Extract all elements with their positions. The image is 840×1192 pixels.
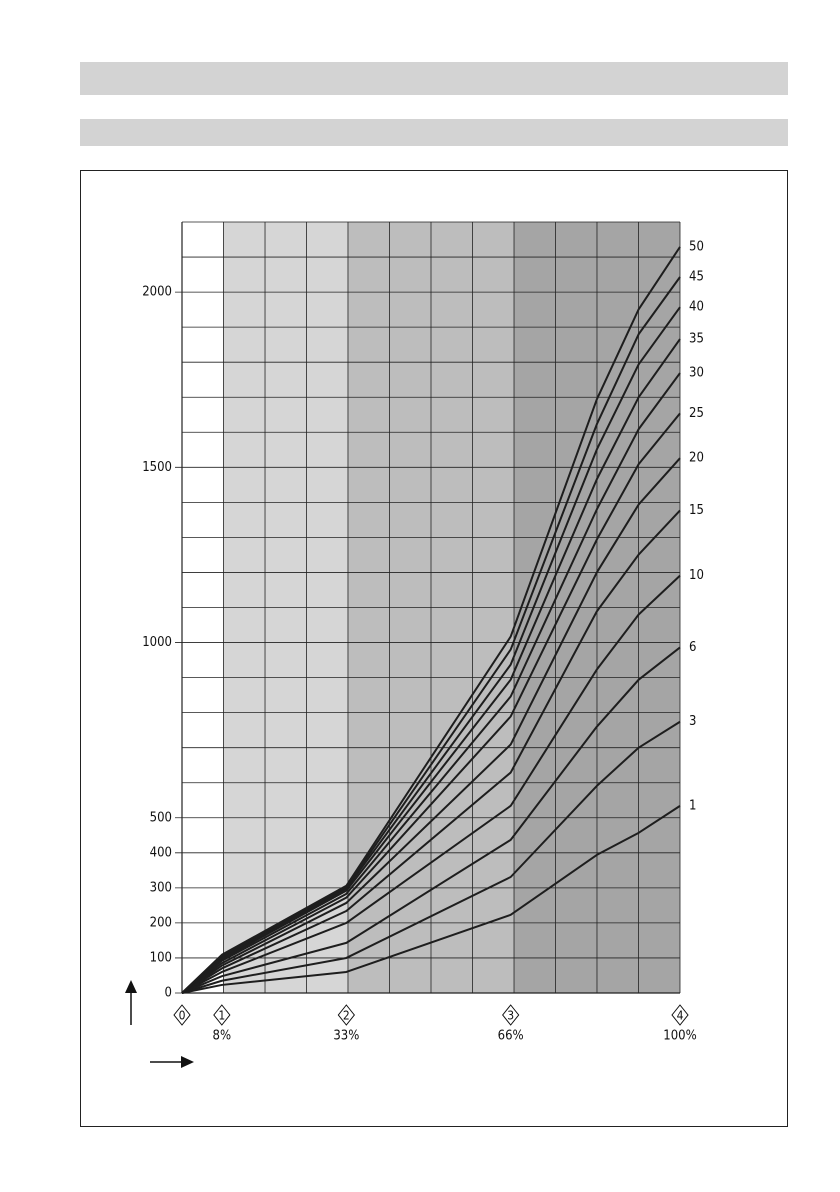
y-tick-label: 300 xyxy=(150,880,172,895)
curve xyxy=(181,276,681,994)
curve-label: 10 xyxy=(689,568,704,583)
y-tick-label: 400 xyxy=(150,845,172,860)
curve xyxy=(181,457,681,994)
curve xyxy=(181,509,681,994)
stage-label: 3 xyxy=(507,1009,514,1023)
y-tick-label: 100 xyxy=(150,950,172,965)
y-tick-label: 200 xyxy=(150,915,172,930)
stage-label: 0 xyxy=(179,1009,186,1023)
curve-label: 30 xyxy=(689,366,704,381)
stage-marker xyxy=(502,1004,520,1026)
y-tick-label: 2000 xyxy=(142,285,172,300)
curve xyxy=(181,720,681,994)
stage-percent: 33% xyxy=(333,1029,359,1044)
curve xyxy=(181,372,681,994)
stage-label: 4 xyxy=(677,1009,684,1023)
curve xyxy=(181,306,681,994)
stage-marker xyxy=(213,1004,231,1026)
frame xyxy=(80,170,788,1127)
curve xyxy=(181,412,681,994)
stage-percent: 8% xyxy=(213,1029,232,1044)
curve-label: 45 xyxy=(689,270,704,285)
stage-percent: 66% xyxy=(498,1029,524,1044)
y-tick-label: 1000 xyxy=(142,635,172,650)
curve-label: 15 xyxy=(689,503,704,518)
stage-label: 1 xyxy=(218,1009,225,1023)
header-bar xyxy=(80,62,788,95)
y-tick-label: 0 xyxy=(165,986,172,1001)
curve-label: 35 xyxy=(689,332,704,347)
curve-label: 50 xyxy=(689,239,704,254)
curve xyxy=(181,646,681,994)
curve-label: 1 xyxy=(689,798,696,813)
curve-label: 3 xyxy=(689,714,696,729)
curve-label: 6 xyxy=(689,640,696,655)
curve-label: 20 xyxy=(689,451,704,466)
stage-marker xyxy=(173,1004,191,1026)
y-arrow xyxy=(125,980,137,1025)
curve xyxy=(181,574,681,994)
curve xyxy=(181,246,681,994)
curve xyxy=(181,805,681,994)
subheader-bar xyxy=(80,119,788,146)
curve xyxy=(181,338,681,994)
x-arrow xyxy=(150,1056,194,1068)
y-tick-label: 1500 xyxy=(142,460,172,475)
stage-marker xyxy=(337,1004,355,1026)
curve-label: 25 xyxy=(689,406,704,421)
stage-percent: 100% xyxy=(663,1029,696,1044)
curve-label: 40 xyxy=(689,300,704,315)
stage-label: 2 xyxy=(343,1009,350,1023)
y-tick-label: 500 xyxy=(150,810,172,825)
stage-marker xyxy=(671,1004,689,1026)
